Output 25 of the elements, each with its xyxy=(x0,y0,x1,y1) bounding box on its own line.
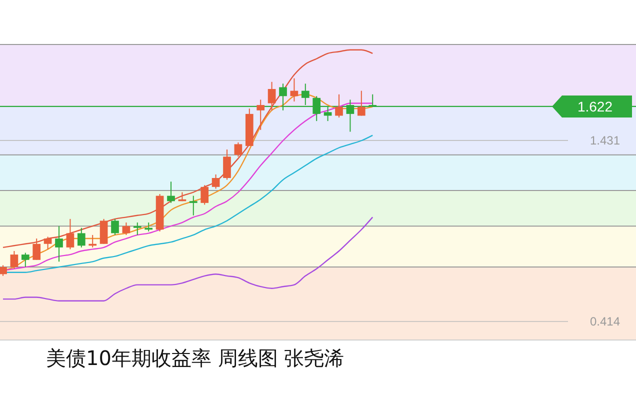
candlestick xyxy=(111,218,119,236)
candlestick xyxy=(335,94,343,118)
candlestick xyxy=(357,90,366,116)
y-tick-label: 0.414 xyxy=(590,314,620,329)
candlestick xyxy=(0,264,7,276)
candlestick xyxy=(21,252,30,268)
candlestick xyxy=(55,226,63,262)
candlestick xyxy=(133,222,142,236)
y-tick-label: 1.431 xyxy=(590,134,620,148)
candlestick xyxy=(189,195,198,216)
candlestick xyxy=(200,184,209,206)
candlestick xyxy=(100,218,108,244)
candlestick xyxy=(256,99,265,130)
candlestick xyxy=(290,78,298,102)
candlestick xyxy=(10,250,18,270)
candlestick xyxy=(167,181,175,204)
candlestick xyxy=(268,81,276,111)
candlestick xyxy=(223,149,231,180)
candlestick xyxy=(122,222,130,236)
candlestick xyxy=(212,174,220,190)
ref-line-label: 1.622 xyxy=(577,98,613,114)
line-series xyxy=(2,216,374,302)
candlestick xyxy=(77,227,86,248)
candlestick xyxy=(234,142,242,158)
text: 美债10年期收益率 周线图 张尧浠 xyxy=(46,346,344,370)
